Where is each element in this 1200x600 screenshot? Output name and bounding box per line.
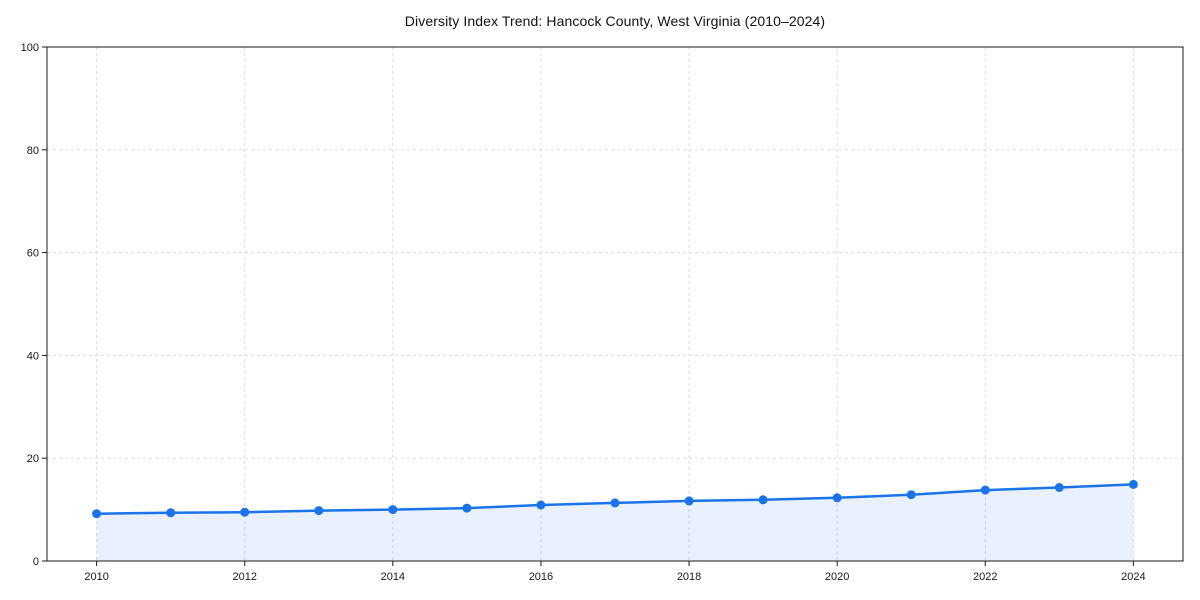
data-point <box>314 506 324 516</box>
series-area <box>96 484 1134 561</box>
y-tick-label: 20 <box>27 453 39 465</box>
y-tick-label: 80 <box>27 145 39 157</box>
x-tick-label: 2016 <box>529 571 553 583</box>
data-points <box>92 479 1138 519</box>
y-tick-label: 0 <box>33 556 39 568</box>
tick-marks <box>42 46 1134 566</box>
data-point <box>684 496 694 506</box>
data-point <box>906 490 916 500</box>
gridlines <box>47 47 1183 561</box>
data-point <box>166 508 176 518</box>
data-point <box>980 485 990 495</box>
x-tick-label: 2014 <box>381 571 405 583</box>
y-tick-label: 60 <box>27 248 39 260</box>
data-point <box>388 505 398 515</box>
x-tick-label: 2018 <box>677 571 701 583</box>
data-point <box>462 503 472 513</box>
data-point <box>92 509 102 519</box>
x-tick-label: 2024 <box>1121 571 1145 583</box>
data-point <box>240 507 250 517</box>
data-point <box>832 493 842 503</box>
data-point <box>610 498 620 508</box>
area-fill <box>96 484 1134 561</box>
plot-border <box>46 46 1184 562</box>
y-tick-label: 100 <box>21 42 39 54</box>
tick-labels: 0 20 40 60 80 100 2010 2012 2014 2016 2018 2020 2022… <box>21 42 1146 583</box>
y-tick-label: 40 <box>27 350 39 362</box>
axes-frame <box>46 46 1184 562</box>
data-point <box>536 500 546 510</box>
x-tick-label: 2022 <box>973 571 997 583</box>
x-tick-label: 2020 <box>825 571 849 583</box>
x-tick-label: 2012 <box>232 571 256 583</box>
x-tick-label: 2010 <box>84 571 108 583</box>
data-point <box>1128 479 1138 489</box>
data-point <box>1054 483 1064 492</box>
data-point <box>758 495 768 505</box>
chart-title: Diversity Index Trend: Hancock County, W… <box>404 13 826 29</box>
